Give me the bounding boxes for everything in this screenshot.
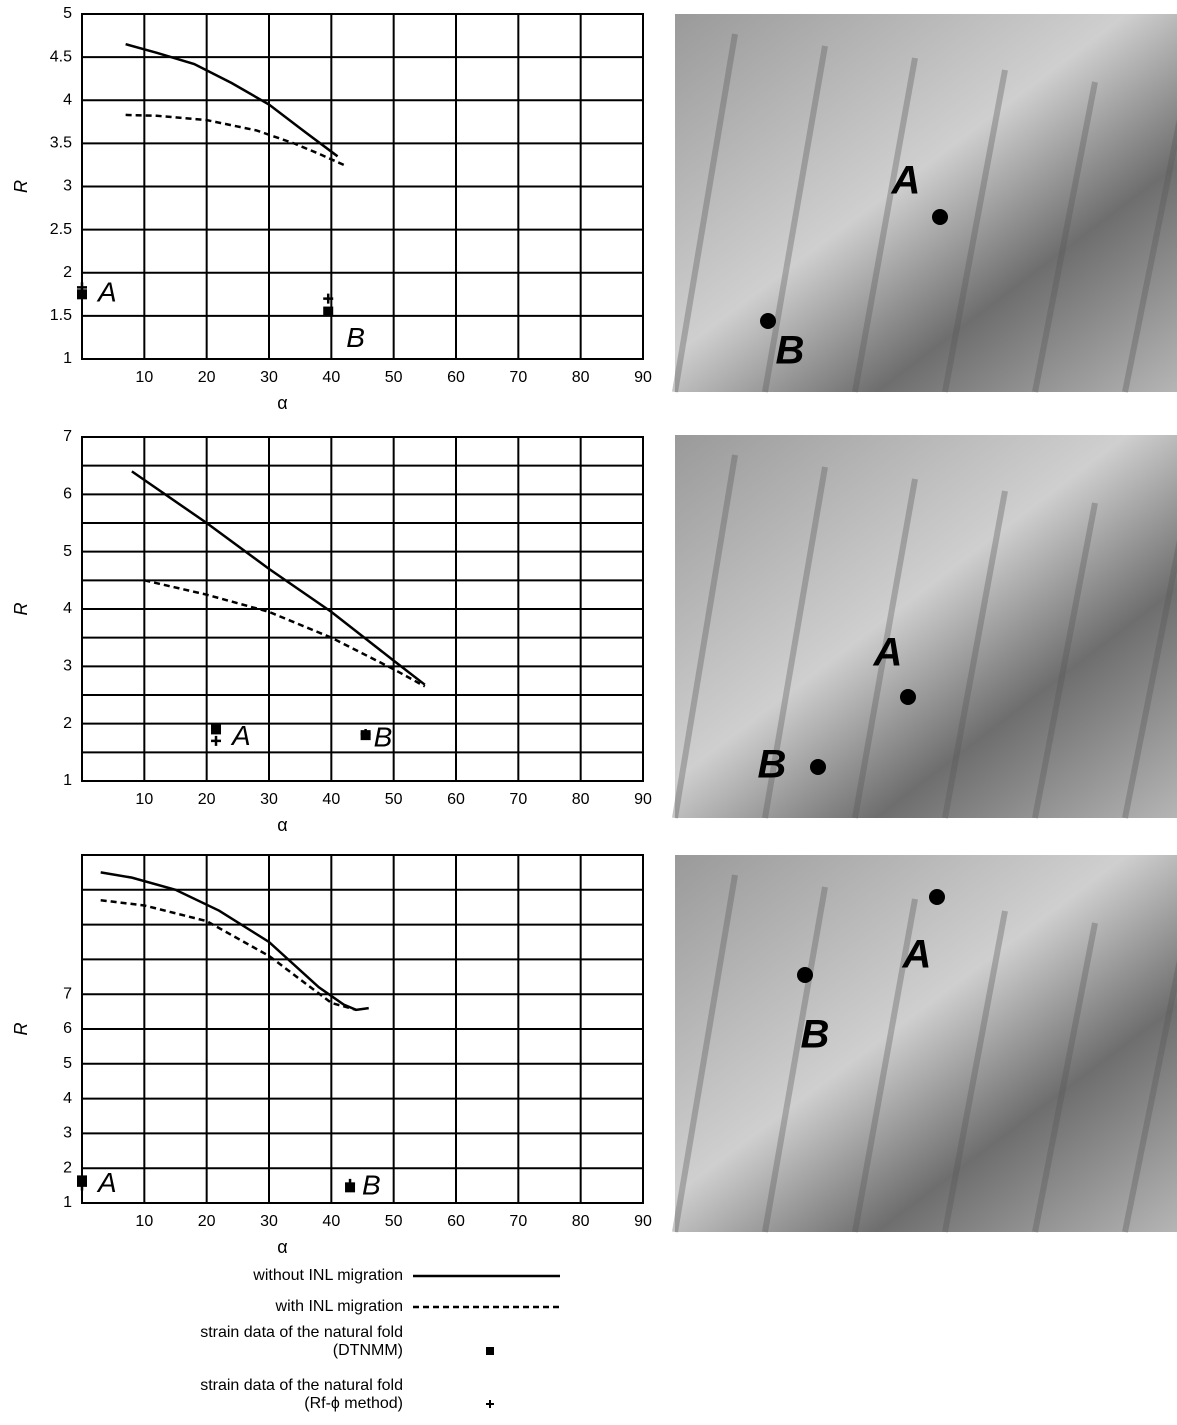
y-tick-label: 5 xyxy=(63,543,72,560)
y-tick-label: 6 xyxy=(63,1020,72,1037)
photo-dot xyxy=(929,889,945,905)
photo-label: B xyxy=(776,329,805,373)
x-tick-label: 30 xyxy=(260,791,278,808)
dtnmm-point xyxy=(323,307,333,317)
photo-dot xyxy=(797,967,813,983)
y-tick-label: 1 xyxy=(63,1194,72,1211)
x-axis-label: α xyxy=(277,815,287,835)
legend-line: with INL migration xyxy=(275,1298,403,1315)
line-with-migration xyxy=(126,115,344,165)
x-tick-label: 20 xyxy=(198,791,216,808)
x-tick-label: 90 xyxy=(634,1213,652,1230)
x-tick-label: 80 xyxy=(572,791,590,808)
y-tick-label: 4 xyxy=(63,91,72,108)
x-tick-label: 70 xyxy=(509,369,527,386)
y-tick-label: 3.5 xyxy=(50,135,72,152)
x-tick-label: 60 xyxy=(447,369,465,386)
legend-label: with INL migration xyxy=(275,1298,403,1315)
legend-label: strain data of the natural fold(Rf-ϕ met… xyxy=(200,1377,403,1412)
x-tick-label: 10 xyxy=(135,791,153,808)
x-tick-label: 30 xyxy=(260,1213,278,1230)
photo-label: A xyxy=(891,159,921,203)
legend-label: strain data of the natural fold(DTNMM) xyxy=(200,1324,403,1359)
photo-dot xyxy=(810,759,826,775)
y-tick-label: 6 xyxy=(63,486,72,503)
y-tick-label: 4 xyxy=(63,600,72,617)
y-tick-label: 3 xyxy=(63,178,72,195)
legend-label: without INL migration xyxy=(252,1267,403,1284)
legend-line: strain data of the natural fold xyxy=(200,1377,403,1394)
legend-line: strain data of the natural fold xyxy=(200,1324,403,1341)
photo xyxy=(675,855,1177,1232)
legend-swatch xyxy=(486,1400,494,1408)
photo-label: B xyxy=(758,743,787,787)
y-axis-label: R xyxy=(11,603,31,616)
x-axis-label: α xyxy=(277,393,287,413)
point-label: B xyxy=(374,722,393,753)
y-tick-label: 1 xyxy=(63,350,72,367)
x-tick-label: 50 xyxy=(385,1213,403,1230)
x-tick-label: 10 xyxy=(135,1213,153,1230)
x-tick-label: 90 xyxy=(634,791,652,808)
x-tick-label: 20 xyxy=(198,1213,216,1230)
figure: 10 20 30 40 50 60 70 80 90 1 1.5 2 2.5 3 3.5 4 4.5 5 α R A B 1… xyxy=(0,0,1177,1420)
photo-label: A xyxy=(902,933,932,977)
x-axis-label: α xyxy=(277,1237,287,1257)
legend-line: without INL migration xyxy=(252,1267,403,1284)
dtnmm-point xyxy=(211,724,221,734)
x-tick-label: 80 xyxy=(572,369,590,386)
line-without-migration xyxy=(132,471,425,684)
y-tick-label: 5 xyxy=(63,5,72,22)
y-tick-label: 7 xyxy=(63,428,72,445)
photo xyxy=(675,14,1177,392)
y-tick-label: 2 xyxy=(63,715,72,732)
y-tick-label: 4.5 xyxy=(50,48,72,65)
point-label: B xyxy=(362,1170,381,1201)
x-tick-label: 90 xyxy=(634,369,652,386)
legend-line: (DTNMM) xyxy=(333,1342,403,1359)
x-tick-label: 40 xyxy=(322,791,340,808)
photo-label: B xyxy=(801,1013,830,1057)
photo-dot xyxy=(760,313,776,329)
y-tick-label: 7 xyxy=(63,985,72,1002)
point-label: A xyxy=(96,277,117,308)
y-tick-label: 2 xyxy=(63,1159,72,1176)
line-with-migration xyxy=(144,580,425,686)
point-label: A xyxy=(230,720,251,751)
photo xyxy=(675,435,1177,818)
photo-label: A xyxy=(873,631,903,675)
y-tick-label: 1.5 xyxy=(50,307,72,324)
y-tick-label: 1 xyxy=(63,772,72,789)
x-tick-label: 20 xyxy=(198,369,216,386)
legend-swatch xyxy=(486,1347,494,1355)
y-axis-label: R xyxy=(11,1023,31,1036)
x-tick-label: 60 xyxy=(447,1213,465,1230)
y-tick-label: 2 xyxy=(63,264,72,281)
x-tick-label: 50 xyxy=(385,369,403,386)
y-tick-label: 5 xyxy=(63,1055,72,1072)
line-without-migration xyxy=(101,872,369,1009)
photo-dot xyxy=(900,689,916,705)
x-tick-label: 60 xyxy=(447,791,465,808)
x-tick-label: 40 xyxy=(322,369,340,386)
photo-dot xyxy=(932,209,948,225)
y-tick-label: 3 xyxy=(63,658,72,675)
x-tick-label: 40 xyxy=(322,1213,340,1230)
x-tick-label: 50 xyxy=(385,791,403,808)
y-tick-label: 4 xyxy=(63,1090,72,1107)
y-axis-label: R xyxy=(11,180,31,193)
point-label: B xyxy=(346,322,365,353)
x-tick-label: 10 xyxy=(135,369,153,386)
y-tick-label: 2.5 xyxy=(50,221,72,238)
rf-phi-point xyxy=(211,736,221,746)
legend-line: (Rf-ϕ method) xyxy=(304,1395,403,1412)
x-tick-label: 30 xyxy=(260,369,278,386)
x-tick-label: 70 xyxy=(509,1213,527,1230)
x-tick-label: 80 xyxy=(572,1213,590,1230)
x-tick-label: 70 xyxy=(509,791,527,808)
point-label: A xyxy=(96,1167,117,1198)
y-tick-label: 3 xyxy=(63,1125,72,1142)
